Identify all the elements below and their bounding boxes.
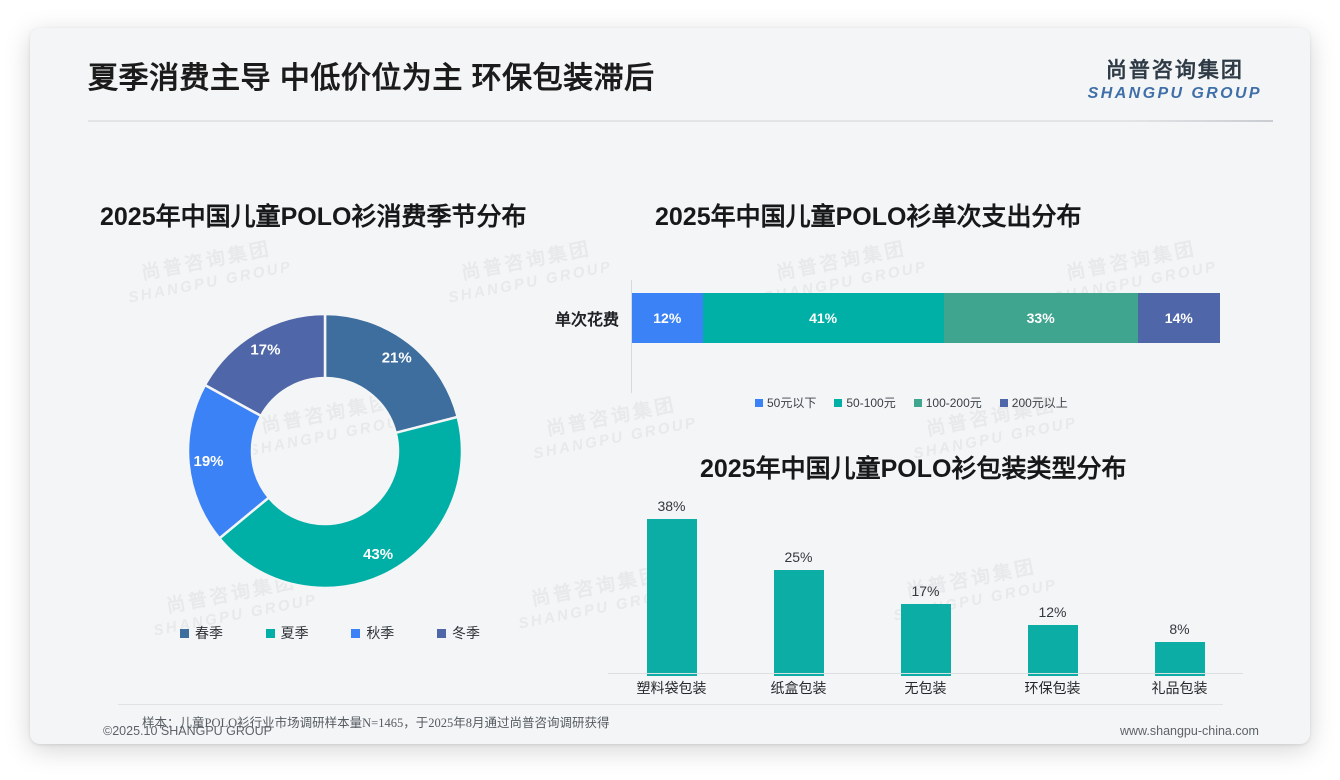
slide-canvas: 尚普咨询集团 SHANGPU GROUP 尚普咨询集团 SHANGPU GROUP … — [30, 28, 1310, 744]
donut-slice-label: 21% — [382, 350, 412, 367]
stacked-legend-swatch — [755, 398, 763, 407]
column-bar-rect[interactable] — [1154, 642, 1205, 676]
column-bar-category-label: 塑料袋包装 — [636, 680, 707, 696]
stacked-bar: 12% 41% 33% 14% — [632, 293, 1220, 343]
stacked-legend-item[interactable]: 100-200元 — [913, 394, 982, 411]
stacked-legend-label: 50-100元 — [846, 396, 896, 410]
watermark: 尚普咨询集团 SHANGPU GROUP — [532, 394, 699, 463]
column-bar-group[interactable]: 38% — [646, 498, 697, 676]
column-chart-title: 2025年中国儿童POLO衫包装类型分布 — [700, 455, 1127, 483]
column-chart-plot: 38% 25% 17% 12% 8% — [608, 498, 1243, 676]
watermark: 尚普咨询集团 SHANGPU GROUP — [127, 238, 294, 307]
stacked-bar-chart-title: 2025年中国儿童POLO衫单次支出分布 — [655, 203, 1082, 231]
stacked-bar-axis-line — [631, 280, 632, 393]
column-bar-value-label: 12% — [1038, 604, 1067, 621]
column-bar-group[interactable]: 12% — [1027, 498, 1078, 676]
donut-slice[interactable] — [217, 415, 464, 590]
column-bar-category-label: 礼品包装 — [1151, 680, 1208, 696]
donut-slice-label: 43% — [363, 546, 393, 563]
donut-legend: 春季 夏季 秋季 冬季 — [180, 623, 480, 643]
website-link[interactable]: www.shangpu-china.com — [1120, 724, 1259, 738]
stacked-legend-label: 50元以下 — [767, 396, 817, 410]
stacked-legend-label: 100-200元 — [925, 396, 982, 410]
column-bar-rect[interactable] — [1027, 625, 1078, 676]
legend-item-autumn[interactable]: 秋季 — [351, 623, 394, 643]
stacked-bar-segment[interactable]: 14% — [1137, 293, 1220, 343]
column-bar-value-label: 17% — [911, 582, 940, 599]
legend-label-spring: 春季 — [195, 625, 223, 641]
stacked-legend-swatch — [999, 398, 1008, 407]
legend-swatch-autumn — [351, 628, 361, 638]
column-bar-category-label: 无包装 — [904, 680, 947, 696]
column-bar-value-label: 38% — [657, 498, 686, 514]
stacked-bar-legend: 50元以下 50-100元 100-200元 200元以上 — [755, 394, 1086, 411]
donut-chart-title: 2025年中国儿童POLO衫消费季节分布 — [100, 203, 527, 231]
legend-item-summer[interactable]: 夏季 — [265, 623, 309, 643]
slide-header: 夏季消费主导 中低价位为主 环保包装滞后 尚普咨询集团 SHANGPU GROU… — [30, 28, 1310, 122]
column-bar-category-label: 环保包装 — [1024, 680, 1081, 696]
column-bar-group[interactable]: 8% — [1154, 498, 1205, 676]
stacked-legend-swatch — [834, 398, 843, 407]
legend-swatch-summer — [265, 628, 275, 638]
donut-svg: 21% 43% 19% 17% — [186, 312, 464, 590]
legend-swatch-spring — [180, 628, 189, 638]
stacked-bar-segment[interactable]: 41% — [702, 293, 944, 343]
donut-slice-label: 17% — [250, 341, 280, 358]
stacked-bar-category-label: 单次花费 — [554, 312, 619, 329]
column-bar-rect[interactable] — [773, 570, 824, 676]
donut-slice[interactable] — [323, 312, 460, 435]
stacked-legend-label: 200元以上 — [1011, 396, 1068, 410]
sample-note: 样本：儿童POLO衫行业市场调研样本量N=1465，于2025年8月通过尚普咨询… — [142, 716, 610, 730]
season-donut-chart: 21% 43% 19% 17% — [180, 306, 470, 596]
column-bar-group[interactable]: 25% — [773, 498, 824, 676]
stacked-bar-segment[interactable]: 33% — [943, 293, 1138, 343]
donut-slice-label: 19% — [194, 453, 224, 470]
legend-item-winter[interactable]: 冬季 — [436, 623, 480, 643]
legend-item-spring[interactable]: 春季 — [180, 623, 223, 643]
stacked-legend-item[interactable]: 50元以下 — [755, 394, 816, 411]
stacked-legend-item[interactable]: 200元以上 — [999, 394, 1068, 411]
column-bar-value-label: 25% — [784, 549, 813, 566]
stacked-legend-swatch — [913, 398, 922, 407]
brand-name-cn: 尚普咨询集团 — [1105, 59, 1244, 82]
page-title: 夏季消费主导 中低价位为主 环保包装滞后 — [88, 62, 655, 95]
stacked-legend-item[interactable]: 50-100元 — [834, 394, 896, 411]
column-bar-rect[interactable] — [646, 519, 697, 676]
column-bar-category-label: 纸盒包装 — [770, 680, 827, 696]
header-divider — [88, 120, 1273, 122]
column-chart-baseline — [608, 673, 1243, 674]
column-bar-value-label: 8% — [1169, 621, 1190, 638]
slide-footer: ©2025.10 SHANGPU GROUP www.shangpu-china… — [0, 716, 1340, 778]
donut-slice[interactable] — [203, 312, 327, 418]
legend-label-autumn: 秋季 — [366, 625, 395, 641]
watermark: 尚普咨询集团 SHANGPU GROUP — [447, 238, 614, 307]
copyright-text: ©2025.10 SHANGPU GROUP — [103, 724, 272, 738]
legend-swatch-winter — [436, 628, 446, 638]
stacked-bar-segment[interactable]: 12% — [632, 293, 703, 343]
footnote-divider — [118, 704, 1223, 705]
brand-name-en: SHANGPU GROUP — [1087, 85, 1262, 102]
column-bar-rect[interactable] — [900, 603, 951, 676]
brand-logo: 尚普咨询集团 SHANGPU GROUP — [1088, 60, 1262, 102]
legend-label-winter: 冬季 — [451, 625, 480, 641]
legend-label-summer: 夏季 — [280, 625, 309, 641]
column-bar-group[interactable]: 17% — [900, 498, 951, 676]
